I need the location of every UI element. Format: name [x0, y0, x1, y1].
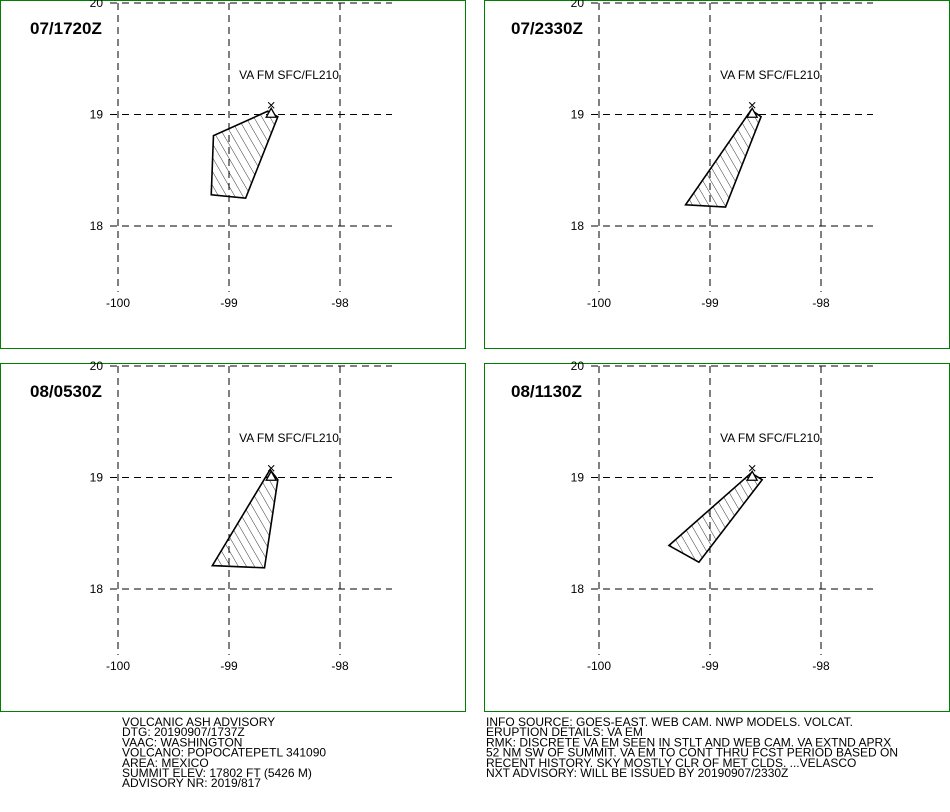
y-tick-label: 19: [571, 108, 585, 122]
advisory-line: AREA: MEXICO: [122, 756, 209, 770]
advisory-line: 52 NM SW OF SUMMIT. VA EM TO CONT THRU F…: [486, 746, 898, 760]
y-tick-label: 20: [90, 359, 104, 373]
advisory-line: RECENT HISTORY. SKY MOSTLY CLR OF MET CL…: [486, 756, 856, 770]
x-tick-label: -98: [812, 296, 830, 310]
advisory-line: NXT ADVISORY: WILL BE ISSUED BY 20190907…: [486, 766, 788, 780]
x-tick-label: -100: [106, 659, 130, 673]
panel-border: [0, 0, 466, 349]
x-tick-label: -99: [220, 296, 238, 310]
panel-border: [0, 363, 466, 712]
y-tick-label: 20: [571, 359, 585, 373]
y-tick-label: 18: [571, 582, 585, 596]
layer-label: VA FM SFC/FL210: [239, 431, 339, 445]
ash-area: [210, 110, 279, 199]
x-tick-label: -98: [331, 296, 349, 310]
volcano-symbol: [265, 106, 278, 118]
layer-label: VA FM SFC/FL210: [720, 68, 820, 82]
advisory-line: VOLCANO: POPOCATEPETL 341090: [122, 746, 326, 760]
layer-label: VA FM SFC/FL210: [720, 431, 820, 445]
volcano-plume: [748, 464, 756, 472]
volcano-plume: [267, 101, 275, 109]
advisory-line: ADVISORY NR: 2019/817: [122, 776, 261, 790]
x-tick-label: -98: [331, 659, 349, 673]
y-tick-label: 18: [90, 219, 104, 233]
y-tick-label: 20: [571, 0, 585, 10]
volcano-symbol: [746, 106, 759, 118]
panel-time: 08/1130Z: [511, 382, 582, 401]
x-tick-label: -99: [701, 659, 719, 673]
advisory-line: ERUPTION DETAILS: VA EM: [486, 725, 643, 739]
volcano-symbol: [746, 469, 759, 481]
layer-label: VA FM SFC/FL210: [239, 68, 339, 82]
advisory-line: RMK: DISCRETE VA EM SEEN IN STLT AND WEB…: [486, 735, 891, 749]
panel-time: 07/2330Z: [511, 19, 583, 38]
advisory-line: INFO SOURCE: GOES-EAST. WEB CAM. NWP MOD…: [486, 715, 853, 729]
y-tick-label: 19: [90, 108, 104, 122]
x-tick-label: -100: [106, 296, 130, 310]
volcano-symbol: [265, 469, 278, 481]
advisory-line: VOLCANIC ASH ADVISORY: [122, 715, 275, 729]
x-tick-label: -100: [587, 659, 611, 673]
volcano-plume: [267, 464, 275, 472]
y-tick-label: 18: [90, 582, 104, 596]
advisory-line: DTG: 20190907/1737Z: [122, 725, 245, 739]
ash-area: [667, 472, 764, 564]
x-tick-label: -100: [587, 296, 611, 310]
y-tick-label: 19: [571, 471, 585, 485]
x-tick-label: -99: [701, 296, 719, 310]
panel-time: 08/0530Z: [30, 382, 102, 401]
y-tick-label: 20: [90, 0, 104, 10]
ash-area: [684, 108, 763, 208]
x-tick-label: -98: [812, 659, 830, 673]
y-tick-label: 18: [571, 219, 585, 233]
x-tick-label: -99: [220, 659, 238, 673]
ash-area: [210, 468, 279, 569]
panel-time: 07/1720Z: [30, 19, 102, 38]
advisory-line: SUMMIT ELEV: 17802 FT (5426 M): [122, 766, 312, 780]
y-tick-label: 19: [90, 471, 104, 485]
volcano-plume: [748, 101, 756, 109]
advisory-line: VAAC: WASHINGTON: [122, 735, 242, 749]
